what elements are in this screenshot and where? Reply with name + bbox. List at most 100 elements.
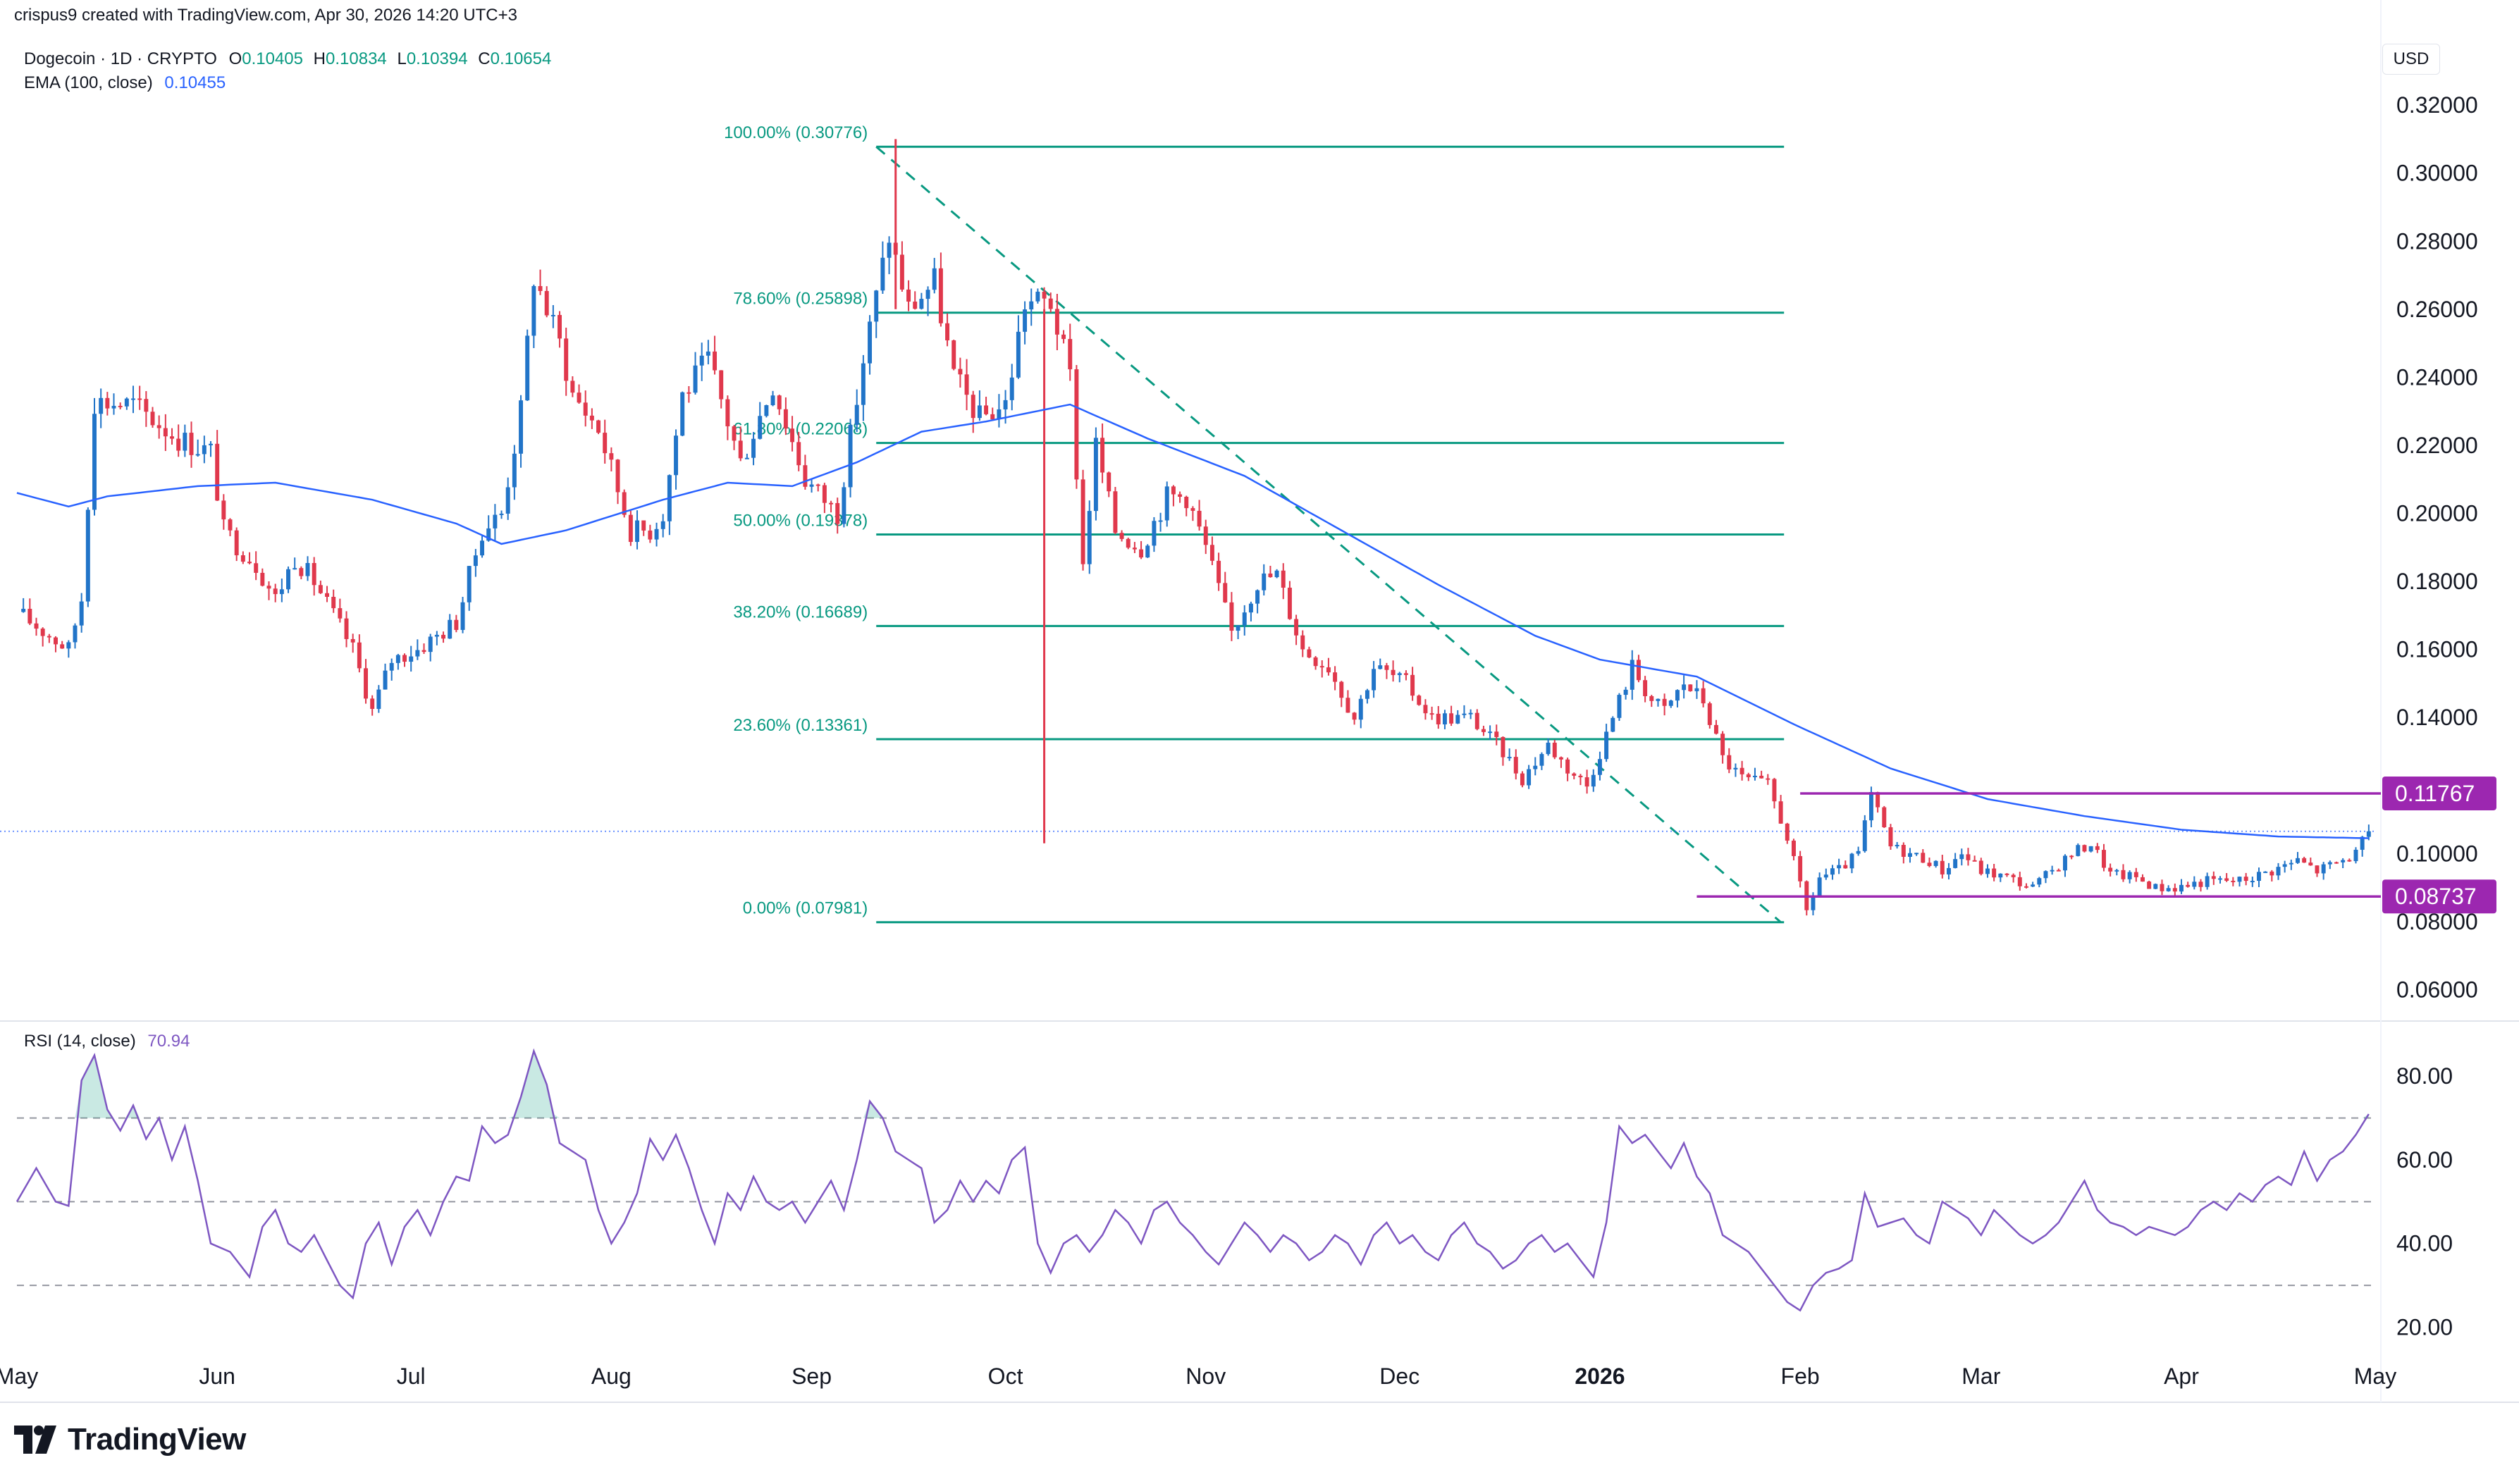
- candle-body: [1488, 731, 1493, 734]
- time-axis-label: Mar: [1961, 1364, 2000, 1389]
- candle-body: [480, 540, 485, 556]
- tradingview-logo[interactable]: TradingView: [14, 1422, 246, 1457]
- candle-body: [738, 440, 743, 459]
- candle-body: [945, 323, 950, 341]
- candle-body: [1649, 695, 1654, 701]
- time-axis-label: Jul: [397, 1364, 426, 1389]
- candle-body: [1236, 625, 1240, 631]
- attribution-text: crispus9 created with TradingView.com, A…: [14, 6, 517, 25]
- candle-body: [1468, 712, 1473, 715]
- candle-body: [2069, 855, 2074, 858]
- candle-body: [842, 487, 846, 524]
- candle-body: [240, 555, 245, 562]
- time-axis-label: Aug: [591, 1364, 632, 1389]
- candle-body: [525, 335, 530, 401]
- candle-body: [938, 268, 943, 323]
- candle-body: [228, 519, 233, 531]
- candle-body: [170, 436, 174, 439]
- ema-label: EMA (100, close): [24, 73, 153, 92]
- candle-body: [273, 588, 278, 595]
- time-axis-label: May: [0, 1364, 38, 1389]
- candle-body: [2276, 867, 2281, 876]
- candle-body: [2153, 884, 2158, 889]
- candle-body: [1358, 698, 1363, 720]
- time-axis-label: 2026: [1575, 1364, 1625, 1389]
- candle-body: [473, 555, 478, 567]
- currency-button[interactable]: USD: [2382, 44, 2440, 75]
- candle-body: [919, 299, 924, 309]
- ema-line: [16, 403, 2369, 839]
- level-price-label: 0.08737: [2395, 884, 2477, 909]
- candle-body: [1074, 369, 1079, 480]
- ema-legend[interactable]: EMA (100, close) 0.10455: [24, 73, 226, 93]
- high-value: 0.10834: [326, 49, 387, 68]
- candle-body: [2082, 845, 2087, 852]
- price-axis-tick: 0.30000: [2396, 161, 2478, 186]
- candle-body: [1100, 438, 1105, 473]
- candle-body: [796, 442, 801, 466]
- candle-body: [906, 289, 911, 302]
- candle-body: [861, 363, 866, 405]
- candle-body: [448, 619, 452, 639]
- candle-body: [1061, 334, 1066, 340]
- candle-body: [163, 428, 168, 437]
- candle-body: [854, 404, 859, 425]
- candle-body: [1798, 855, 1803, 882]
- candle-body: [1068, 339, 1073, 370]
- candle-body: [1668, 700, 1673, 706]
- candle-body: [1262, 573, 1267, 590]
- close-value: 0.10654: [490, 49, 552, 68]
- candle-body: [156, 425, 161, 428]
- candle-body: [1455, 715, 1460, 724]
- symbol-name: Dogecoin · 1D · CRYPTO: [24, 49, 217, 68]
- candle-body: [1164, 486, 1169, 521]
- candle-body: [1423, 705, 1428, 714]
- candle-body: [1636, 660, 1641, 681]
- price-axis-tick: 0.28000: [2396, 228, 2478, 254]
- fib-level-label: 50.00% (0.19378): [733, 512, 868, 531]
- candle-body: [247, 562, 252, 564]
- price-axis-tick: 0.22000: [2396, 433, 2478, 458]
- candle-body: [305, 562, 310, 576]
- candle-body: [1694, 688, 1699, 691]
- open-label: O: [228, 49, 242, 68]
- candle-body: [1552, 742, 1557, 758]
- candle-body: [2353, 849, 2358, 862]
- candle-body: [2360, 836, 2365, 850]
- candle-body: [783, 409, 788, 429]
- candle-body: [364, 668, 369, 699]
- candle-body: [899, 254, 904, 290]
- candle-body: [1139, 549, 1144, 558]
- candle-body: [835, 502, 840, 524]
- candle-body: [1985, 868, 1990, 874]
- candle-body: [1054, 309, 1059, 335]
- candle-body: [421, 650, 426, 653]
- candle-body: [1972, 860, 1977, 862]
- candle-body: [299, 568, 304, 576]
- time-axis-label: Dec: [1379, 1364, 1419, 1389]
- candle-body: [674, 435, 679, 476]
- candle-body: [1223, 583, 1228, 602]
- candle-body: [505, 487, 510, 514]
- candle-body: [1643, 680, 1648, 696]
- candle-body: [1281, 570, 1286, 588]
- candle-body: [389, 662, 394, 671]
- fib-level-label: 38.20% (0.16689): [733, 602, 868, 622]
- fib-level-label: 100.00% (0.30776): [724, 123, 868, 142]
- candle-body: [2133, 872, 2138, 877]
- candle-body: [1378, 665, 1383, 669]
- candle-body: [550, 314, 555, 316]
- candle-body: [266, 586, 271, 589]
- candle-body: [1410, 674, 1415, 696]
- candle-body: [1294, 619, 1299, 636]
- candle-body: [868, 321, 873, 364]
- candle-body: [2127, 872, 2132, 879]
- rsi-axis-tick: 20.00: [2396, 1314, 2453, 1340]
- symbol-legend[interactable]: Dogecoin · 1D · CRYPTO O0.10405 H0.10834…: [24, 49, 551, 69]
- candle-body: [376, 689, 381, 710]
- candle-body: [1849, 853, 1854, 869]
- candle-body: [1791, 840, 1796, 856]
- candle-body: [493, 514, 498, 528]
- rsi-legend[interactable]: RSI (14, close) 70.94: [24, 1032, 190, 1051]
- candle-body: [1391, 669, 1396, 675]
